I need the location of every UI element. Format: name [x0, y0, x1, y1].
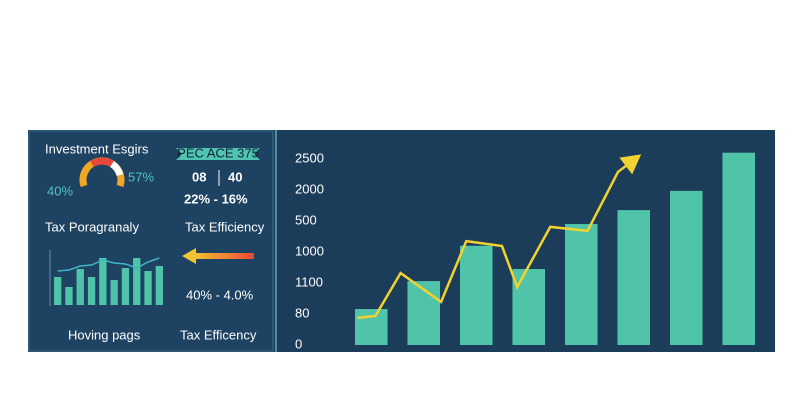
ribbon — [176, 148, 260, 160]
y-tick-label: 1100 — [295, 274, 323, 289]
panel-title: Investment Esgirs — [45, 141, 149, 156]
stat-a: 08 — [192, 169, 206, 184]
footer-left: Hoving pags — [68, 327, 141, 342]
bar — [144, 271, 152, 305]
footer-right: Tax Efficency — [180, 327, 257, 342]
bar — [669, 190, 703, 345]
y-tick-label: 0 — [295, 336, 302, 351]
bar — [722, 152, 756, 345]
y-tick-label: 2500 — [295, 150, 324, 165]
label-right: Tax Efficiency — [185, 219, 265, 234]
arrow — [182, 248, 254, 264]
arrow-shaft — [194, 253, 254, 259]
bar — [76, 269, 84, 305]
gauge-right: 57% — [128, 169, 154, 184]
bar — [53, 277, 62, 305]
y-tick-label: 1000 — [295, 243, 324, 258]
y-tick-label: 80 — [295, 305, 309, 320]
stat-b: 40 — [228, 169, 242, 184]
gauge — [79, 157, 125, 188]
bar — [354, 309, 388, 345]
bar — [99, 258, 107, 305]
stat-pct: 22% - 16% — [184, 191, 248, 206]
bar — [65, 287, 73, 305]
bar — [512, 269, 546, 345]
bar — [407, 281, 441, 345]
range: 40% - 4.0% — [186, 287, 254, 302]
trend-line — [57, 257, 160, 272]
arrow-head — [619, 154, 642, 175]
gauge-red — [90, 157, 114, 168]
bar — [121, 268, 130, 305]
label-left: Tax Poragranaly — [45, 219, 139, 234]
y-tick-label: 500 — [295, 212, 317, 227]
trend-line — [356, 156, 638, 320]
bar — [564, 224, 598, 345]
left-panel — [28, 130, 274, 352]
bar — [155, 266, 164, 305]
bar — [87, 277, 96, 305]
bar — [110, 280, 118, 305]
bar — [617, 210, 651, 345]
arrow-head — [182, 248, 196, 264]
gauge-left: 40% — [47, 183, 73, 198]
gauge-tip — [109, 161, 124, 177]
y-tick-label: 2000 — [295, 181, 324, 196]
ribbon-text: PEC ACE 375 — [177, 145, 259, 160]
bar — [459, 245, 493, 345]
bar — [133, 258, 141, 305]
